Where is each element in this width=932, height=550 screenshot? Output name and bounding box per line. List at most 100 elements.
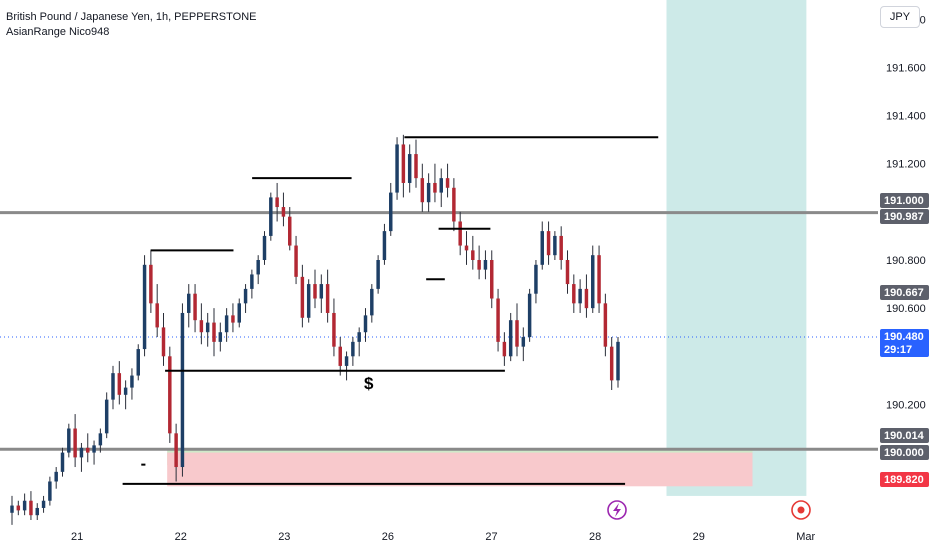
candle-body[interactable] xyxy=(389,192,393,232)
price-tag[interactable] xyxy=(880,472,929,487)
candle-body[interactable] xyxy=(22,500,27,511)
candle-body[interactable] xyxy=(142,264,147,350)
candle-body[interactable] xyxy=(496,298,500,342)
candle-body[interactable] xyxy=(407,154,412,183)
candle-body[interactable] xyxy=(243,288,248,304)
candle-body[interactable] xyxy=(344,356,349,366)
candle-body[interactable] xyxy=(224,315,229,333)
candle-body[interactable] xyxy=(60,452,65,472)
indicator-label[interactable]: AsianRange Nico948 xyxy=(6,26,110,38)
candle-body[interactable] xyxy=(16,505,21,511)
candle-body[interactable] xyxy=(332,312,336,347)
candle-body[interactable] xyxy=(521,337,526,347)
candle-body[interactable] xyxy=(313,284,317,299)
candle-body[interactable] xyxy=(477,260,481,270)
candle-body[interactable] xyxy=(471,250,475,260)
candle-body[interactable] xyxy=(401,144,406,183)
lightning-icon[interactable] xyxy=(607,500,627,520)
candle-body[interactable] xyxy=(136,349,140,376)
candle-body[interactable] xyxy=(338,346,342,366)
price-tag[interactable] xyxy=(880,193,929,208)
candle-body[interactable] xyxy=(578,288,582,304)
candle-body[interactable] xyxy=(117,373,122,395)
candle-body[interactable] xyxy=(300,276,305,318)
candle-body[interactable] xyxy=(546,231,551,256)
candle-body[interactable] xyxy=(48,481,52,501)
candle-body[interactable] xyxy=(420,178,425,203)
candle-body[interactable] xyxy=(205,322,210,333)
candle-body[interactable] xyxy=(490,260,494,299)
candle-body[interactable] xyxy=(161,327,166,357)
candle-body[interactable] xyxy=(439,178,443,193)
candle-body[interactable] xyxy=(565,260,570,285)
candle-body[interactable] xyxy=(433,182,437,193)
candle-body[interactable] xyxy=(35,507,39,516)
candle-body[interactable] xyxy=(111,373,115,400)
candle-body[interactable] xyxy=(199,320,204,333)
candle-body[interactable] xyxy=(376,260,380,289)
candle-body[interactable] xyxy=(452,187,456,222)
candle-body[interactable] xyxy=(363,315,368,333)
candle-body[interactable] xyxy=(395,144,399,193)
candle-body[interactable] xyxy=(351,341,355,357)
candle-body[interactable] xyxy=(92,445,96,453)
candle-body[interactable] xyxy=(281,207,286,217)
candle-body[interactable] xyxy=(288,216,292,246)
candle-body[interactable] xyxy=(515,320,519,347)
candle-body[interactable] xyxy=(553,235,557,256)
candle-body[interactable] xyxy=(79,447,84,458)
candle-body[interactable] xyxy=(155,303,159,328)
candle-body[interactable] xyxy=(123,387,128,395)
candle-body[interactable] xyxy=(262,235,267,260)
candle-body[interactable] xyxy=(426,182,431,203)
candle-body[interactable] xyxy=(41,500,46,508)
candle-body[interactable] xyxy=(464,245,469,251)
candle-body[interactable] xyxy=(584,288,589,309)
candle-body[interactable] xyxy=(86,447,90,453)
candle-body[interactable] xyxy=(370,288,374,316)
candle-body[interactable] xyxy=(591,255,595,309)
candle-body[interactable] xyxy=(540,231,544,265)
candle-body[interactable] xyxy=(54,471,58,482)
candle-body[interactable] xyxy=(527,293,532,338)
candle-body[interactable] xyxy=(597,255,601,304)
candle-body[interactable] xyxy=(174,433,178,468)
candle-body[interactable] xyxy=(231,315,235,323)
candle-body[interactable] xyxy=(149,264,153,304)
candle-body[interactable] xyxy=(218,332,223,342)
candle-body[interactable] xyxy=(187,293,191,313)
candle-body[interactable] xyxy=(250,274,254,289)
candle-body[interactable] xyxy=(534,264,538,294)
price-tag[interactable] xyxy=(880,209,929,224)
candle-body[interactable] xyxy=(572,284,576,304)
candle-body[interactable] xyxy=(10,505,14,513)
candle-body[interactable] xyxy=(67,428,71,453)
candle-body[interactable] xyxy=(73,428,77,458)
candle-body[interactable] xyxy=(237,303,241,323)
candle-body[interactable] xyxy=(193,293,197,321)
candle-body[interactable] xyxy=(616,341,620,381)
candle-body[interactable] xyxy=(414,154,418,179)
candle-body[interactable] xyxy=(357,332,361,342)
candle-body[interactable] xyxy=(502,341,507,357)
candle-body[interactable] xyxy=(180,312,185,468)
price-tag[interactable] xyxy=(880,428,929,443)
candle-body[interactable] xyxy=(294,245,298,277)
candle-body[interactable] xyxy=(130,375,134,388)
candle-body[interactable] xyxy=(168,356,172,434)
candle-body[interactable] xyxy=(325,284,330,313)
candle-body[interactable] xyxy=(445,178,450,188)
candle-body[interactable] xyxy=(559,235,563,260)
candle-body[interactable] xyxy=(275,197,279,208)
candle-body[interactable] xyxy=(306,284,311,318)
candle-body[interactable] xyxy=(609,346,614,381)
candle-body[interactable] xyxy=(256,260,260,275)
price-tag[interactable] xyxy=(880,445,929,460)
currency-button[interactable]: JPY xyxy=(880,6,920,28)
target-icon[interactable] xyxy=(791,500,811,520)
price-tag[interactable] xyxy=(880,329,929,358)
candle-body[interactable] xyxy=(212,322,216,342)
candle-body[interactable] xyxy=(29,500,33,516)
candle-body[interactable] xyxy=(458,221,462,246)
